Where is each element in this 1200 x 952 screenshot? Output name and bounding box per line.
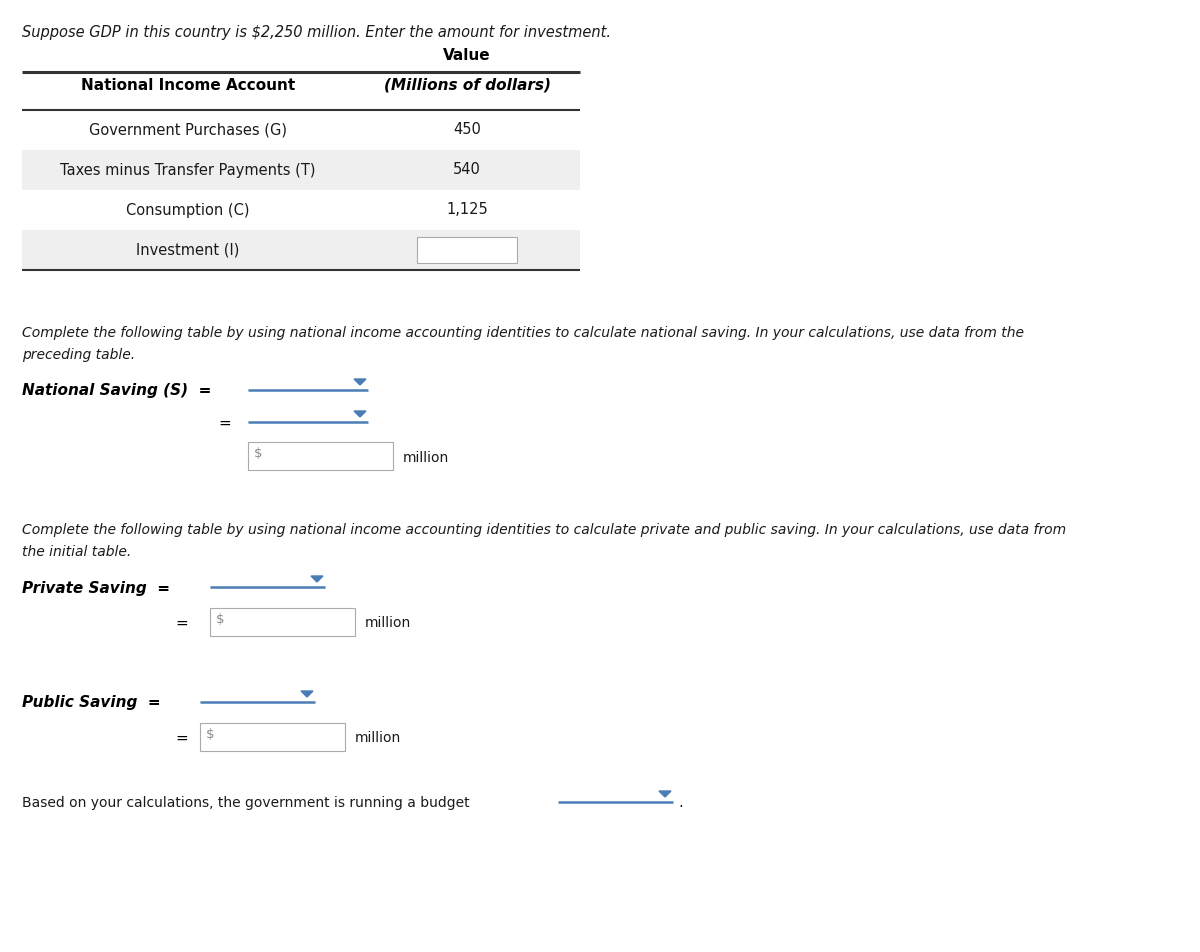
Text: Taxes minus Transfer Payments (T): Taxes minus Transfer Payments (T)	[60, 163, 316, 177]
Polygon shape	[354, 380, 366, 386]
Text: Suppose GDP in this country is $2,250 million. Enter the amount for investment.: Suppose GDP in this country is $2,250 mi…	[22, 25, 611, 40]
Text: preceding table.: preceding table.	[22, 347, 136, 362]
Text: National Income Account: National Income Account	[80, 78, 295, 93]
Text: Investment (I): Investment (I)	[137, 242, 240, 257]
Text: million: million	[355, 730, 401, 744]
Text: Complete the following table by using national income accounting identities to c: Complete the following table by using na…	[22, 326, 1024, 340]
Text: the initial table.: the initial table.	[22, 545, 131, 559]
Bar	[22, 150, 580, 190]
Bar	[248, 443, 394, 470]
Text: Based on your calculations, the government is running a budget: Based on your calculations, the governme…	[22, 795, 469, 809]
Bar	[210, 608, 355, 636]
Polygon shape	[354, 411, 366, 418]
Text: $: $	[254, 446, 263, 460]
Text: =: =	[218, 415, 230, 430]
Text: 540: 540	[454, 163, 481, 177]
Text: National Saving (S)  =: National Saving (S) =	[22, 383, 211, 398]
Text: 1,125: 1,125	[446, 202, 488, 217]
Bar	[418, 238, 517, 264]
Bar	[200, 724, 346, 751]
Polygon shape	[301, 691, 313, 697]
Text: Public Saving  =: Public Saving =	[22, 695, 161, 710]
Text: =: =	[175, 730, 187, 744]
Text: Value: Value	[443, 48, 491, 63]
Text: Consumption (C): Consumption (C)	[126, 202, 250, 217]
Text: =: =	[175, 615, 187, 630]
Polygon shape	[659, 791, 671, 797]
Text: $: $	[206, 727, 215, 741]
Text: million: million	[365, 615, 412, 629]
Text: (Millions of dollars): (Millions of dollars)	[384, 78, 551, 93]
Text: million: million	[403, 450, 449, 465]
Text: $: $	[216, 612, 224, 625]
Bar	[22, 230, 580, 270]
Text: Government Purchases (G): Government Purchases (G)	[89, 123, 287, 137]
Polygon shape	[311, 576, 323, 583]
Text: Private Saving  =: Private Saving =	[22, 580, 170, 595]
Text: 450: 450	[454, 123, 481, 137]
Text: .: .	[678, 795, 683, 809]
Text: Complete the following table by using national income accounting identities to c: Complete the following table by using na…	[22, 523, 1066, 536]
